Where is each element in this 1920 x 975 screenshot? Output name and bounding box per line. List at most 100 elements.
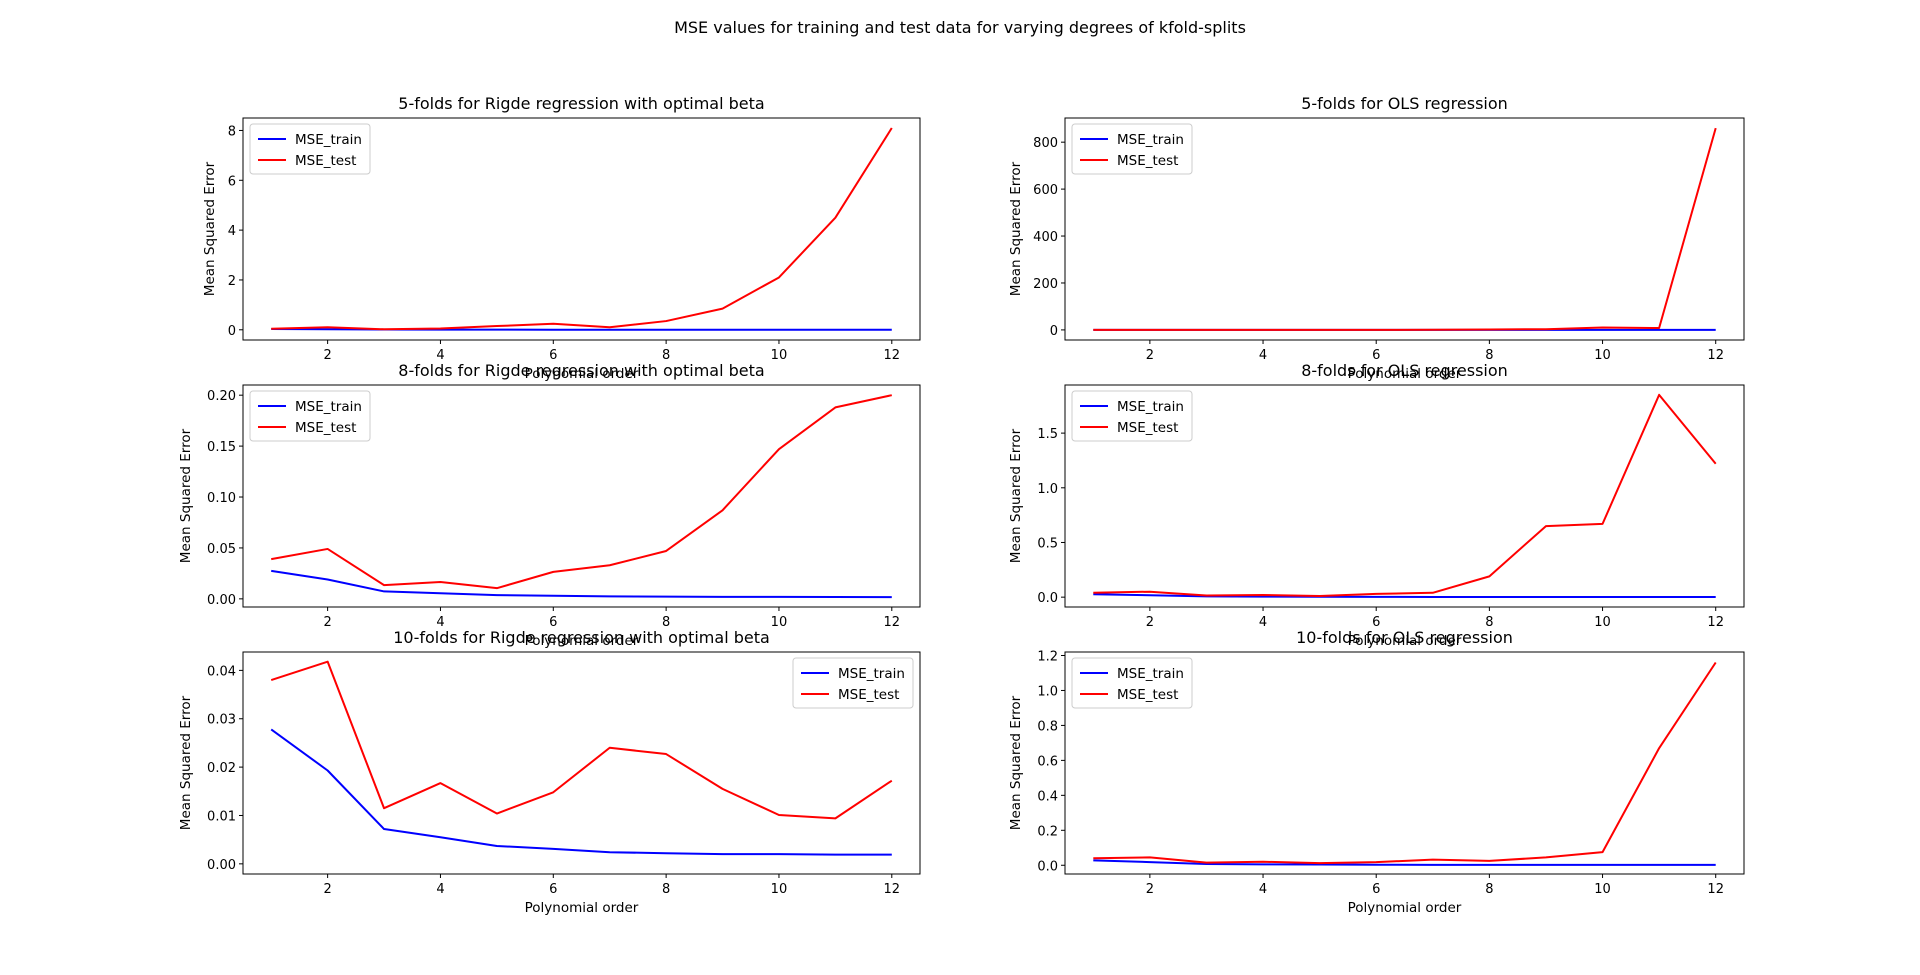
subplot-2: 5-folds for OLS regression 2 4 6 8 10 12 0 200 40… xyxy=(1008,94,1745,382)
legend-label-mse-test: MSE_test xyxy=(295,420,356,436)
y-tick-label: 1.0 xyxy=(1037,684,1058,699)
x-axis-label: Polynomial order xyxy=(1348,366,1462,382)
x-tick-label: 12 xyxy=(884,882,901,897)
axes-frame xyxy=(242,384,921,608)
legend-label-mse-train: MSE_train xyxy=(1117,132,1184,148)
legend-box xyxy=(249,390,371,442)
y-tick-label: 200 xyxy=(1033,277,1058,292)
y-axis-label: Mean Squared Error xyxy=(1008,695,1024,830)
x-tick-label: 6 xyxy=(549,882,557,897)
x-tick-label: 8 xyxy=(662,615,670,630)
x-tick-label: 2 xyxy=(1146,348,1154,363)
x-tick-label: 2 xyxy=(323,348,331,363)
x-tick-label: 8 xyxy=(662,882,670,897)
axes-frame xyxy=(1064,651,1745,875)
legend-label-mse-test: MSE_test xyxy=(295,153,356,169)
x-tick-label: 12 xyxy=(1707,348,1724,363)
series-line-mse-test xyxy=(271,394,893,590)
subplot-title: 10-folds for Rigde regression with optim… xyxy=(393,628,770,647)
x-tick-label: 2 xyxy=(1146,615,1154,630)
legend-label-mse-test: MSE_test xyxy=(838,687,899,703)
subplot-title: 10-folds for OLS regression xyxy=(1296,628,1513,647)
x-tick-label: 6 xyxy=(1372,615,1380,630)
y-tick-label: 0.4 xyxy=(1037,789,1058,804)
y-tick-label: 8 xyxy=(228,124,236,139)
x-tick-label: 4 xyxy=(436,882,444,897)
y-tick-label: 400 xyxy=(1033,230,1058,245)
x-tick-label: 2 xyxy=(323,882,331,897)
y-tick-label: 2 xyxy=(228,274,236,289)
y-axis-label: Mean Squared Error xyxy=(178,428,194,563)
legend-box xyxy=(249,123,371,175)
legend: MSE_train MSE_test xyxy=(1071,390,1193,442)
x-tick-label: 6 xyxy=(549,348,557,363)
axes-frame xyxy=(1064,117,1745,341)
y-tick-label: 0.0 xyxy=(1037,591,1058,606)
x-tick-label: 2 xyxy=(1146,882,1154,897)
y-tick-label: 0.05 xyxy=(207,542,236,557)
legend-label-mse-test: MSE_test xyxy=(1117,153,1178,169)
y-tick-label: 0.15 xyxy=(207,440,236,455)
x-axis-label: Polynomial order xyxy=(1348,900,1462,916)
legend-box xyxy=(1071,390,1193,442)
y-tick-label: 0.2 xyxy=(1037,824,1058,839)
axes-frame xyxy=(242,117,921,341)
x-axis-label: Polynomial order xyxy=(525,900,639,916)
y-tick-label: 6 xyxy=(228,174,236,189)
x-axis-label: Polynomial order xyxy=(525,366,639,382)
x-tick-label: 4 xyxy=(436,348,444,363)
y-tick-label: 0.0 xyxy=(1037,859,1058,874)
y-tick-label: 0.01 xyxy=(207,809,236,824)
x-tick-label: 4 xyxy=(1259,882,1267,897)
series-line-mse-test xyxy=(1093,127,1717,331)
y-tick-label: 0.10 xyxy=(207,491,236,506)
subplot-3: 8-folds for Rigde regression with optima… xyxy=(178,361,921,649)
y-tick-label: 0.20 xyxy=(207,389,236,404)
x-axis-label: Polynomial order xyxy=(525,633,639,649)
series-line-mse-test xyxy=(1093,393,1717,598)
y-tick-label: 0.8 xyxy=(1037,719,1058,734)
y-tick-label: 0.04 xyxy=(207,664,236,679)
y-tick-label: 0.02 xyxy=(207,761,236,776)
subplot-4: 8-folds for OLS regression 2 4 6 8 10 12 0.0 0.5… xyxy=(1008,361,1745,649)
subplot-title: 5-folds for Rigde regression with optima… xyxy=(398,94,764,113)
legend-box xyxy=(1071,123,1193,175)
legend: MSE_train MSE_test xyxy=(1071,657,1193,709)
x-tick-label: 2 xyxy=(323,615,331,630)
x-tick-label: 4 xyxy=(1259,348,1267,363)
x-tick-label: 10 xyxy=(771,348,788,363)
subplot-6: 10-folds for OLS regression 2 4 6 8 10 12 0.0 0.… xyxy=(1008,628,1745,916)
series-line-mse-test xyxy=(1093,661,1717,865)
y-tick-label: 0.03 xyxy=(207,713,236,728)
x-tick-label: 8 xyxy=(1485,882,1493,897)
x-tick-label: 10 xyxy=(771,615,788,630)
y-tick-label: 1.2 xyxy=(1037,649,1058,664)
x-tick-label: 10 xyxy=(771,882,788,897)
series-line-mse-train xyxy=(271,569,892,599)
x-tick-label: 4 xyxy=(1259,615,1267,630)
x-tick-label: 12 xyxy=(1707,882,1724,897)
axes-frame xyxy=(1064,384,1745,608)
y-tick-label: 0.00 xyxy=(207,593,236,608)
y-tick-label: 800 xyxy=(1033,136,1058,151)
subplot-5: 10-folds for Rigde regression with optim… xyxy=(178,628,921,916)
y-axis-label: Mean Squared Error xyxy=(1008,161,1024,296)
x-tick-label: 12 xyxy=(884,348,901,363)
y-tick-label: 4 xyxy=(228,224,236,239)
legend: MSE_train MSE_test xyxy=(792,657,914,709)
legend: MSE_train MSE_test xyxy=(249,123,371,175)
legend-label-mse-test: MSE_test xyxy=(1117,420,1178,436)
legend-label-mse-test: MSE_test xyxy=(1117,687,1178,703)
x-tick-label: 6 xyxy=(1372,348,1380,363)
x-tick-label: 10 xyxy=(1594,882,1611,897)
y-tick-label: 0 xyxy=(228,324,236,339)
subplot-title: 8-folds for OLS regression xyxy=(1301,361,1508,380)
x-tick-label: 8 xyxy=(662,348,670,363)
legend-box xyxy=(1071,657,1193,709)
y-tick-label: 0 xyxy=(1050,324,1058,339)
x-tick-label: 6 xyxy=(1372,882,1380,897)
legend-label-mse-train: MSE_train xyxy=(295,399,362,415)
y-tick-label: 0.00 xyxy=(207,858,236,873)
subplots-grid: 5-folds for Rigde regression with optima… xyxy=(178,94,1745,916)
subplot-1: 5-folds for Rigde regression with optima… xyxy=(202,94,921,382)
